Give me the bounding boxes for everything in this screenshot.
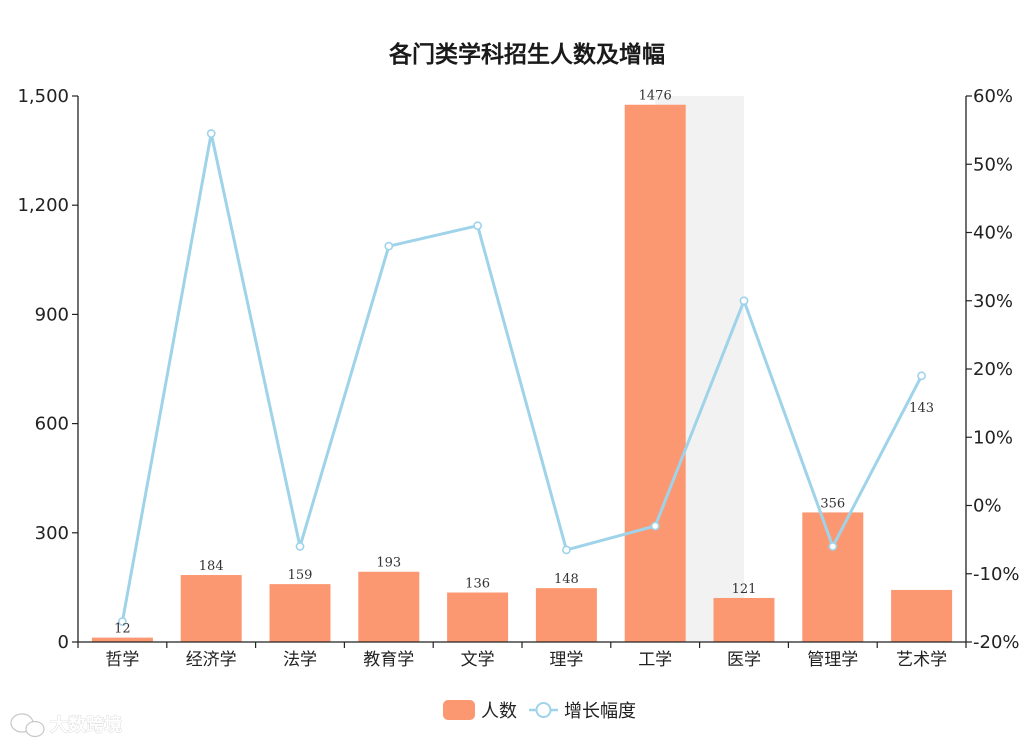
bar-value-label-5: 148 bbox=[554, 572, 579, 587]
bar-7 bbox=[713, 597, 775, 642]
y-right-tick-label-6: 40% bbox=[973, 223, 1013, 244]
x-tick-label-7: 医学 bbox=[727, 650, 761, 670]
bar-value-label-6: 1476 bbox=[639, 89, 672, 104]
y-left-tick-label-2: 600 bbox=[35, 414, 69, 435]
bar-1 bbox=[180, 575, 242, 642]
x-tick-label-8: 管理学 bbox=[807, 650, 858, 670]
y-right-tick-label-7: 50% bbox=[973, 154, 1013, 175]
legend[interactable]: 人数 增长幅度 bbox=[443, 700, 636, 722]
x-tick-label-0: 哲学 bbox=[105, 650, 139, 670]
bar-value-label-4: 136 bbox=[465, 576, 490, 591]
x-tick-label-5: 理学 bbox=[549, 650, 583, 670]
bar-9 bbox=[891, 589, 953, 642]
growth-point-9 bbox=[917, 371, 926, 381]
growth-point-5 bbox=[562, 545, 571, 555]
bar-series bbox=[91, 104, 953, 642]
legend-item-bar[interactable]: 人数 bbox=[443, 700, 517, 722]
x-tick-label-4: 文学 bbox=[461, 650, 495, 670]
axes: 0 300 600 900 1,200 1,500 -20% -10% 0% 10% 20% 30% 4… bbox=[17, 86, 1019, 670]
y-right-tick-label-2: 0% bbox=[973, 496, 1002, 517]
watermark-text: 大数跨境 bbox=[50, 714, 122, 736]
bar-0 bbox=[91, 637, 153, 642]
y-right-tick-label-5: 30% bbox=[973, 291, 1013, 312]
growth-point-0 bbox=[118, 617, 127, 626]
y-right-tick-label-8: 60% bbox=[973, 86, 1013, 107]
x-tick-label-6: 工学 bbox=[638, 650, 672, 670]
bar-2 bbox=[269, 584, 331, 642]
x-tick-label-3: 教育学 bbox=[363, 650, 414, 670]
line-series bbox=[118, 129, 926, 626]
bar-8 bbox=[802, 512, 864, 642]
growth-point-4 bbox=[473, 221, 482, 231]
watermark: 大数跨境 bbox=[10, 713, 122, 738]
bar-value-label-7: 121 bbox=[732, 582, 757, 597]
growth-line bbox=[120, 132, 923, 622]
bar-value-label-3: 193 bbox=[376, 556, 401, 571]
legend-line-label: 增长幅度 bbox=[564, 701, 636, 722]
bar-value-label-0: 12 bbox=[114, 622, 131, 637]
growth-point-2 bbox=[295, 542, 305, 551]
bar-value-label-1: 184 bbox=[199, 559, 224, 574]
legend-line-marker bbox=[535, 702, 552, 718]
y-left-tick-label-4: 1,200 bbox=[17, 195, 69, 216]
y-left-tick-label-0: 0 bbox=[58, 632, 69, 653]
bar-4 bbox=[447, 592, 509, 642]
data-labels: 12 184 159 193 136 148 1476 121 356 143 bbox=[114, 89, 934, 637]
bar-6 bbox=[624, 104, 686, 642]
bar-3 bbox=[358, 571, 420, 642]
x-tick-label-2: 法学 bbox=[283, 650, 317, 670]
x-tick-label-1: 经济学 bbox=[186, 650, 237, 670]
bar-value-label-9: 143 bbox=[909, 401, 934, 416]
bar-value-label-2: 159 bbox=[288, 568, 313, 583]
growth-point-6 bbox=[650, 521, 660, 531]
x-tick-label-9: 艺术学 bbox=[896, 650, 947, 670]
chart-title: 各门类学科招生人数及增幅 bbox=[388, 41, 665, 68]
y-right-tick-label-0: -20% bbox=[973, 632, 1020, 653]
y-right-tick-label-1: -10% bbox=[973, 564, 1020, 585]
y-left-tick-label-3: 900 bbox=[35, 304, 69, 325]
y-right-tick-label-4: 20% bbox=[973, 359, 1013, 380]
legend-item-line[interactable]: 增长幅度 bbox=[529, 701, 636, 722]
bar-5 bbox=[535, 588, 597, 642]
legend-bar-swatch bbox=[443, 700, 475, 720]
growth-point-1 bbox=[206, 129, 216, 138]
growth-point-3 bbox=[384, 241, 394, 251]
growth-point-7 bbox=[739, 296, 749, 306]
y-left-tick-label-1: 300 bbox=[35, 523, 69, 544]
legend-bar-label: 人数 bbox=[481, 701, 517, 722]
y-right-tick-label-3: 10% bbox=[973, 427, 1013, 448]
growth-point-8 bbox=[828, 542, 838, 551]
y-left-tick-label-5: 1,500 bbox=[17, 86, 69, 107]
wechat-logo-icon bbox=[10, 713, 45, 738]
bar-value-label-8: 356 bbox=[820, 496, 845, 511]
